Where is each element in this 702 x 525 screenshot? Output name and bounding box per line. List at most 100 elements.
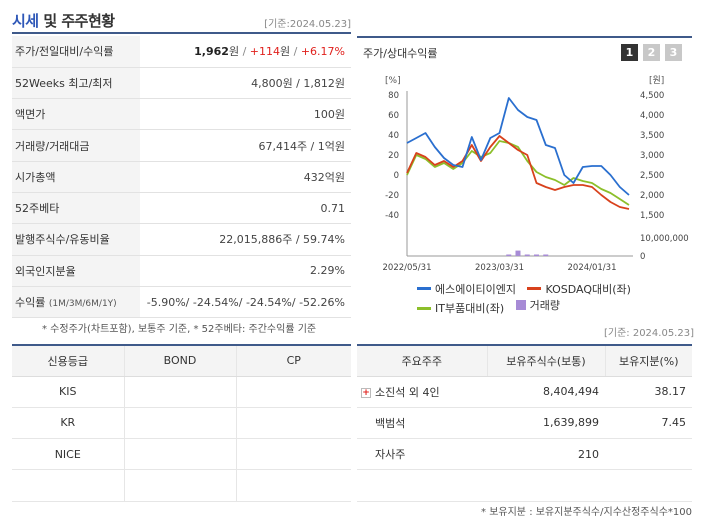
y-tick-label-right: 3,500 [640, 131, 664, 141]
credit-bond [123, 438, 236, 471]
legend-item-it: IT부품대비(좌) [417, 300, 504, 316]
shareholders-table: 주요주주 보유주식수(보통) 보유지분(%) + 소진석 외 4인 8,404,4… [357, 344, 692, 502]
quote-row-mktcap: 시가총액 432억원 [12, 161, 351, 193]
expand-plus-icon[interactable]: + [361, 387, 371, 398]
section-header: 시세 및 주주현황 [기준:2024.05.23] [12, 8, 351, 34]
current-price: 1,962 [194, 45, 229, 59]
holder-name: 자사주 [357, 438, 487, 471]
x-tick-label: 2023/03/31 [475, 263, 524, 273]
table-row: KIS [12, 376, 351, 408]
y-tick-label-right: 1,500 [640, 211, 664, 221]
volume-tick-label: 10,000,000 [640, 234, 689, 244]
credit-cp [235, 438, 351, 471]
volume-label: 거래량/거래대금 [12, 129, 140, 162]
y-tick-label-right: 2,500 [640, 171, 664, 181]
y-tick-label-left: 60 [388, 111, 399, 121]
y-tick-label-left: 80 [388, 91, 399, 101]
volume-bar [524, 254, 530, 256]
holder-shares: 8,404,494 [487, 376, 605, 408]
quote-row-par: 액면가 100원 [12, 98, 351, 131]
chart-pager: 1 2 3 [621, 44, 682, 61]
holders-footnote: * 보유지분 : 보유지분주식수/지수산정주식수*100 [481, 507, 692, 518]
quote-table: 주가/전일대비/수익률 1,962원 / +114원 / +6.17% 52We… [12, 36, 351, 319]
chart-legend: 에스에이티이엔지 KOSDAQ대비(좌) IT부품대비(좌) 거래량 [417, 280, 687, 316]
quote-row-beta: 52주베타 0.71 [12, 192, 351, 225]
table-row: KR [12, 407, 351, 440]
price-chart: [%] [원] 80 60 40 20 0 -20 -40 4,500 4,000 3,500 3,00… [383, 75, 689, 273]
holders-header-name: 주요주주 [357, 345, 487, 377]
credit-agency: NICE [12, 438, 124, 471]
volume-bar [534, 254, 539, 256]
legend-label-volume: 거래량 [529, 298, 561, 312]
mktcap-label: 시가총액 [12, 161, 140, 193]
legend-item-stock: 에스에이티이엔지 [417, 281, 516, 297]
volume-bar [515, 250, 521, 256]
return-value: -5.90%/ -24.54%/ -24.54%/ -52.26% [140, 286, 351, 319]
holder-shares: 210 [487, 438, 605, 471]
left-unit-label: [%] [385, 76, 401, 86]
y-tick-label-left: 20 [388, 151, 399, 161]
credit-header-row: 신용등급 BOND CP [12, 345, 351, 377]
chart-page-3-button[interactable]: 3 [665, 44, 682, 61]
volume-bar [543, 254, 549, 256]
credit-agency: KIS [12, 376, 124, 408]
quote-row-return: 수익률 (1M/3M/6M/1Y) -5.90%/ -24.54%/ -24.5… [12, 286, 351, 319]
table-row: NICE [12, 438, 351, 471]
credit-header-rating: 신용등급 [12, 345, 124, 377]
legend-label-stock: 에스에이티이엔지 [435, 282, 516, 296]
legend-label-it: IT부품대비(좌) [435, 302, 505, 315]
credit-cp [235, 469, 351, 502]
section-title-rest: 및 주주현황 [38, 12, 115, 30]
y-tick-label-left: 40 [388, 131, 399, 141]
range-value: 4,800원 / 1,812원 [140, 67, 351, 100]
chart-page-1-button[interactable]: 1 [621, 44, 638, 61]
series-line-2 [406, 140, 630, 206]
range-label: 52Weeks 최고/최저 [12, 67, 140, 100]
holders-reference-date: [기준: 2024.05.23] [603, 328, 694, 339]
table-row [12, 469, 351, 502]
holder-pct [605, 469, 692, 502]
volume-bar [506, 254, 512, 256]
credit-agency [12, 469, 124, 502]
legend-label-kosdaq: KOSDAQ대비(좌) [545, 282, 631, 296]
beta-value: 0.71 [140, 192, 351, 225]
credit-agency: KR [12, 407, 124, 440]
holder-shares [487, 469, 605, 502]
credit-cp [235, 407, 351, 440]
credit-cp [235, 376, 351, 408]
quote-footnote: * 수정주가(차트포함), 보통주 기준, * 52주베타: 주간수익률 기준 [42, 324, 317, 335]
price-label: 주가/전일대비/수익률 [12, 36, 140, 68]
y-tick-label-right: 4,500 [640, 91, 664, 101]
return-label-main: 수익률 [15, 296, 46, 310]
reference-date: [기준:2024.05.23] [264, 19, 351, 30]
legend-item-kosdaq: KOSDAQ대비(좌) [527, 281, 631, 297]
quote-row-foreign: 외국인지분율 2.29% [12, 255, 351, 287]
chart-page-2-button[interactable]: 2 [643, 44, 660, 61]
holder-pct: 7.45 [605, 407, 692, 440]
x-tick-label: 2024/01/31 [568, 263, 617, 273]
price-value: 1,962원 / +114원 / +6.17% [140, 36, 351, 68]
legend-line-kosdaq [527, 287, 542, 290]
quote-row-price: 주가/전일대비/수익률 1,962원 / +114원 / +6.17% [12, 36, 351, 68]
return-label-sub: (1M/3M/6M/1Y) [48, 299, 117, 310]
price-unit: 원 [228, 45, 240, 59]
holder-shares: 1,639,899 [487, 407, 605, 440]
legend-item-volume: 거래량 [515, 297, 561, 313]
credit-header-bond: BOND [123, 345, 236, 377]
beta-label: 52주베타 [12, 192, 140, 225]
table-row: 백범석 1,639,899 7.45 [357, 407, 692, 440]
credit-rating-table: 신용등급 BOND CP KIS KR NICE [12, 344, 351, 502]
change-unit: 원 [280, 45, 291, 59]
chart-panel: 주가/상대수익률 1 2 3 [%] [원] 80 60 40 20 0 -20 -40 4,50… [357, 36, 692, 316]
holders-header-row: 주요주주 보유주식수(보통) 보유지분(%) [357, 345, 692, 377]
section-title-highlight: 시세 [12, 12, 39, 30]
credit-bond [123, 407, 236, 440]
price-change-pct: +6.17% [300, 45, 345, 59]
credit-header-cp: CP [235, 345, 351, 377]
mktcap-value: 432억원 [140, 161, 351, 193]
holders-header-shares: 보유주식수(보통) [486, 345, 605, 377]
y-tick-label-left: -20 [385, 191, 399, 201]
volume-value: 67,414주 / 1억원 [140, 129, 351, 162]
y-tick-label-right: 3,000 [640, 151, 664, 161]
section-title: 시세 및 주주현황 [12, 10, 115, 31]
